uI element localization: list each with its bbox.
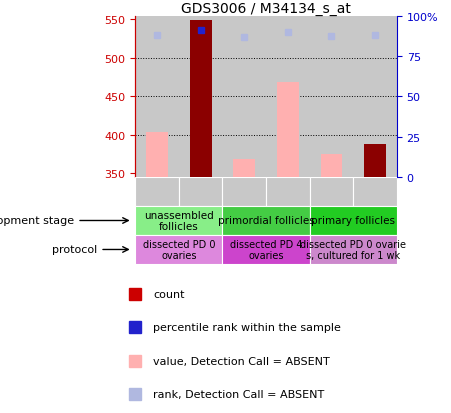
Bar [310, 178, 353, 206]
Text: unassembled
follicles: unassembled follicles [144, 210, 214, 232]
Bar [321, 154, 342, 178]
Bar [135, 235, 222, 264]
Text: count: count [153, 289, 185, 299]
Bar [179, 17, 222, 178]
Bar [310, 235, 397, 264]
Text: percentile rank within the sample: percentile rank within the sample [153, 323, 341, 332]
Bar [135, 17, 179, 178]
Text: value, Detection Call = ABSENT: value, Detection Call = ABSENT [153, 356, 330, 366]
Bar [234, 160, 255, 178]
Text: dissected PD 0
ovaries: dissected PD 0 ovaries [143, 239, 215, 261]
Bar [222, 235, 310, 264]
Bar [277, 83, 299, 178]
Bar [266, 178, 310, 206]
Bar [222, 206, 310, 235]
Text: protocol: protocol [52, 245, 97, 255]
Text: rank, Detection Call = ABSENT: rank, Detection Call = ABSENT [153, 389, 325, 399]
Text: primordial follicles: primordial follicles [218, 216, 314, 226]
Bar [190, 21, 212, 178]
Title: GDS3006 / M34134_s_at: GDS3006 / M34134_s_at [181, 2, 351, 16]
Bar [222, 178, 266, 206]
Text: primary follicles: primary follicles [311, 216, 395, 226]
Bar [266, 17, 310, 178]
Bar [222, 17, 266, 178]
Text: dissected PD 4
ovaries: dissected PD 4 ovaries [230, 239, 302, 261]
Bar [135, 178, 179, 206]
Bar [310, 17, 353, 178]
Text: development stage: development stage [0, 216, 74, 226]
Bar [179, 178, 222, 206]
Bar [135, 206, 222, 235]
Bar [146, 133, 168, 178]
Text: dissected PD 0 ovarie
s, cultured for 1 wk: dissected PD 0 ovarie s, cultured for 1 … [300, 239, 406, 261]
Bar [310, 206, 397, 235]
Bar [364, 145, 386, 178]
Bar [353, 17, 397, 178]
Bar [353, 178, 397, 206]
